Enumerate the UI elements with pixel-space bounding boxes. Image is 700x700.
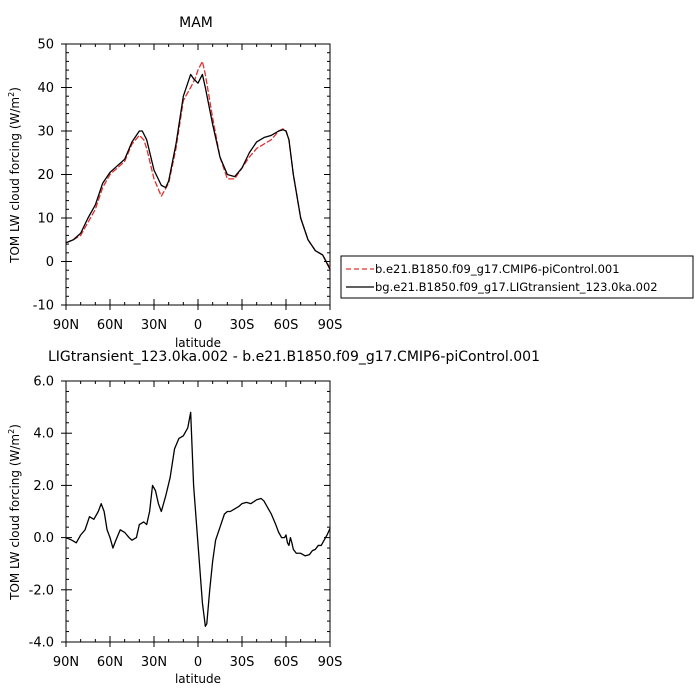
- top-y-tick-label: 40: [37, 81, 54, 96]
- bottom-plot-frame: [65, 380, 331, 643]
- bottom-series-group: [65, 411, 331, 627]
- top-ticks: -10 0 10 20 30 40 50 90N 60N 30N 0 30S 60S 90S: [33, 38, 343, 334]
- bottom-x-tick-label: 90N: [53, 655, 79, 670]
- top-x-tick-label: 0: [194, 318, 202, 333]
- bottom-x-tick-label: 30N: [141, 655, 167, 670]
- top-x-tick-label: 30S: [230, 318, 255, 333]
- bottom-y-tick-label: 6.0: [33, 375, 54, 390]
- top-chart-title: MAM: [179, 15, 213, 31]
- top-x-tick-label: 60N: [97, 318, 123, 333]
- legend-label-control: b.e21.B1850.f09_g17.CMIP6-piControl.001: [375, 262, 620, 276]
- bottom-y-axis-title-superscript: 2: [7, 429, 16, 434]
- legend-label-ligtransient: bg.e21.B1850.f09_g17.LIGtransient_123.0k…: [375, 280, 658, 294]
- bottom-y-tick-label: -4.0: [29, 636, 54, 651]
- top-x-tick-label: 90N: [53, 318, 79, 333]
- bottom-x-tick-label: 30S: [230, 655, 255, 670]
- top-y-tick-label: 30: [37, 125, 54, 140]
- bottom-x-tick-label: 0: [194, 655, 202, 670]
- top-chart-panel: MAM -10 0 10 20 30 40 50 90N 60N 30N 0 30S 60S 90S la…: [7, 15, 342, 350]
- bottom-chart-panel: LIGtransient_123.0ka.002 - b.e21.B1850.f…: [7, 349, 540, 686]
- top-y-tick-label: 20: [37, 168, 54, 183]
- top-series-group: [65, 60, 331, 270]
- top-series-line-1: [65, 73, 331, 270]
- top-y-axis-title-superscript: 2: [7, 92, 16, 97]
- top-y-tick-label: 50: [37, 38, 54, 53]
- bottom-x-tick-label: 90S: [318, 655, 343, 670]
- top-y-tick-label: 0: [46, 255, 54, 270]
- bottom-y-axis-title-text: TOM LW cloud forcing (W/m: [8, 434, 22, 601]
- bottom-ticks: -4.0 -2.0 0.0 2.0 4.0 6.0 90N 60N 30N 0 30S 60S 90S: [29, 375, 343, 671]
- top-y-axis-title: TOM LW cloud forcing (W/m2): [7, 87, 22, 264]
- top-y-tick-label: -10: [33, 299, 54, 314]
- bottom-y-tick-label: 4.0: [33, 427, 54, 442]
- top-y-axis-title-close: ): [8, 87, 22, 92]
- top-x-axis-title: latitude: [175, 336, 221, 350]
- bottom-y-tick-label: -2.0: [29, 583, 54, 598]
- bottom-y-axis-title: TOM LW cloud forcing (W/m2): [7, 424, 22, 601]
- top-x-tick-label: 60S: [274, 318, 299, 333]
- top-x-tick-label: 30N: [141, 318, 167, 333]
- bottom-chart-title: LIGtransient_123.0ka.002 - b.e21.B1850.f…: [48, 349, 540, 365]
- bottom-y-axis-title-close: ): [8, 424, 22, 429]
- top-y-tick-label: 10: [37, 212, 54, 227]
- bottom-x-tick-label: 60N: [97, 655, 123, 670]
- top-y-axis-title-text: TOM LW cloud forcing (W/m: [8, 97, 22, 264]
- bottom-y-tick-label: 2.0: [33, 479, 54, 494]
- bottom-x-tick-label: 60S: [274, 655, 299, 670]
- top-series-line-0: [65, 60, 331, 269]
- bottom-series-line-0: [65, 411, 331, 627]
- bottom-y-tick-label: 0.0: [33, 531, 54, 546]
- legend: b.e21.B1850.f09_g17.CMIP6-piControl.001 …: [340, 255, 694, 299]
- bottom-x-axis-title: latitude: [175, 672, 221, 686]
- top-x-tick-label: 90S: [318, 318, 343, 333]
- legend-box: [340, 255, 694, 299]
